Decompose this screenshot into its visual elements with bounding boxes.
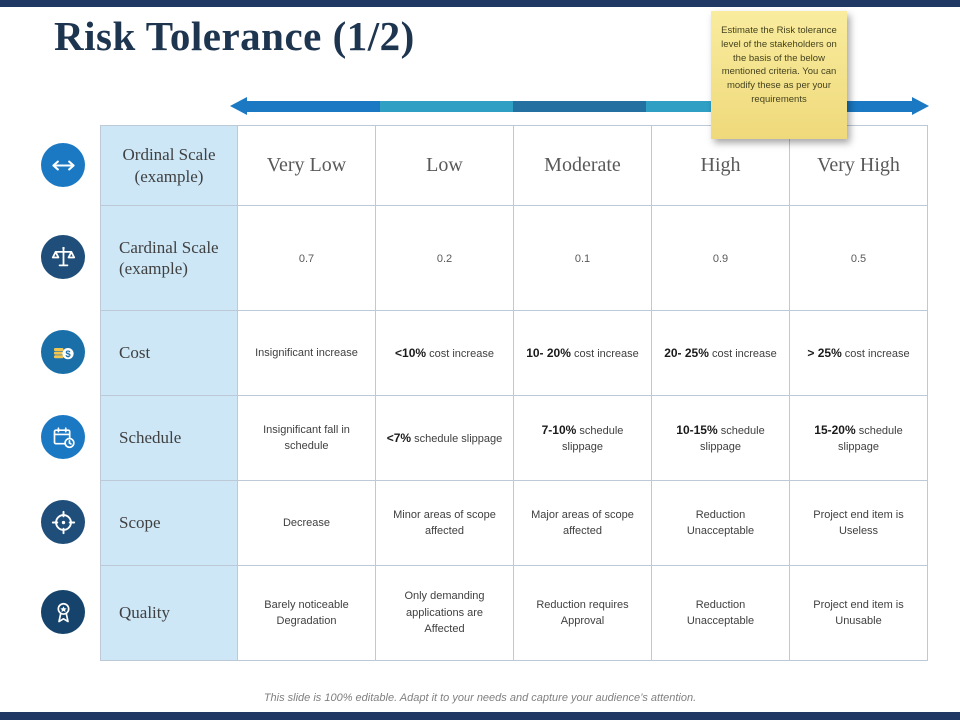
crosshair-scope-icon <box>41 500 85 544</box>
table-cell: Major areas of scope affected <box>513 480 652 566</box>
sticky-note-text: Estimate the Risk tolerance level of the… <box>721 25 837 105</box>
move-arrows-icon <box>41 143 85 187</box>
table-cell: Moderate <box>513 125 652 206</box>
table-cell: > 25% cost increase <box>789 310 928 396</box>
coins-dollar-icon: $ <box>41 330 85 374</box>
row-header-cardinal-scale: Cardinal Scale (example) <box>100 205 238 311</box>
table-row: Quality Barely noticeable Degradation On… <box>100 565 928 661</box>
row-header-quality: Quality <box>100 565 238 661</box>
table-cell: Reduction Unacceptable <box>651 565 790 661</box>
table-cell: Barely noticeable Degradation <box>237 565 376 661</box>
table-cell: <7% schedule slippage <box>375 395 514 481</box>
arrow-right-icon <box>912 97 929 115</box>
table-row: Schedule Insignificant fall in schedule … <box>100 395 928 481</box>
arrow-left-icon <box>230 97 247 115</box>
table-cell: Project end item is Useless <box>789 480 928 566</box>
table-row: Scope Decrease Minor areas of scope affe… <box>100 480 928 566</box>
table-cell: Very High <box>789 125 928 206</box>
sticky-note: Estimate the Risk tolerance level of the… <box>711 11 847 139</box>
table-cell: Insignificant fall in schedule <box>237 395 376 481</box>
table-cell: Project end item is Unusable <box>789 565 928 661</box>
calendar-clock-icon <box>41 415 85 459</box>
table-cell: Insignificant increase <box>237 310 376 396</box>
balance-scale-icon <box>41 235 85 279</box>
table-cell: Low <box>375 125 514 206</box>
table-cell: 0.1 <box>513 205 652 311</box>
top-accent-bar <box>0 0 960 7</box>
table-cell: Reduction Unacceptable <box>651 480 790 566</box>
table-cell: <10% cost increase <box>375 310 514 396</box>
page-title: Risk Tolerance (1/2) <box>54 13 415 59</box>
table-cell: Very Low <box>237 125 376 206</box>
table-cell: 10- 20% cost increase <box>513 310 652 396</box>
table-cell: Reduction requires Approval <box>513 565 652 661</box>
table-cell: 15-20% schedule slippage <box>789 395 928 481</box>
table-cell: Minor areas of scope affected <box>375 480 514 566</box>
table-cell: 10-15% schedule slippage <box>651 395 790 481</box>
svg-text:$: $ <box>65 349 71 360</box>
award-quality-icon <box>41 590 85 634</box>
table-cell: 7-10% schedule slippage <box>513 395 652 481</box>
table-cell: 20- 25% cost increase <box>651 310 790 396</box>
risk-tolerance-table: Ordinal Scale (example) Very Low Low Mod… <box>100 125 928 661</box>
row-header-schedule: Schedule <box>100 395 238 481</box>
row-header-scope: Scope <box>100 480 238 566</box>
row-header-cost: Cost <box>100 310 238 396</box>
table-cell: 0.2 <box>375 205 514 311</box>
table-cell: 0.9 <box>651 205 790 311</box>
row-header-ordinal-scale: Ordinal Scale (example) <box>100 125 238 206</box>
table-row: Cardinal Scale (example) 0.7 0.2 0.1 0.9… <box>100 205 928 311</box>
table-cell: Decrease <box>237 480 376 566</box>
table-cell: 0.7 <box>237 205 376 311</box>
footer-note: This slide is 100% editable. Adapt it to… <box>263 692 697 704</box>
table-cell: 0.5 <box>789 205 928 311</box>
table-row: Cost Insignificant increase <10% cost in… <box>100 310 928 396</box>
bottom-accent-bar <box>0 712 960 720</box>
table-cell: Only demanding applications are Affected <box>375 565 514 661</box>
